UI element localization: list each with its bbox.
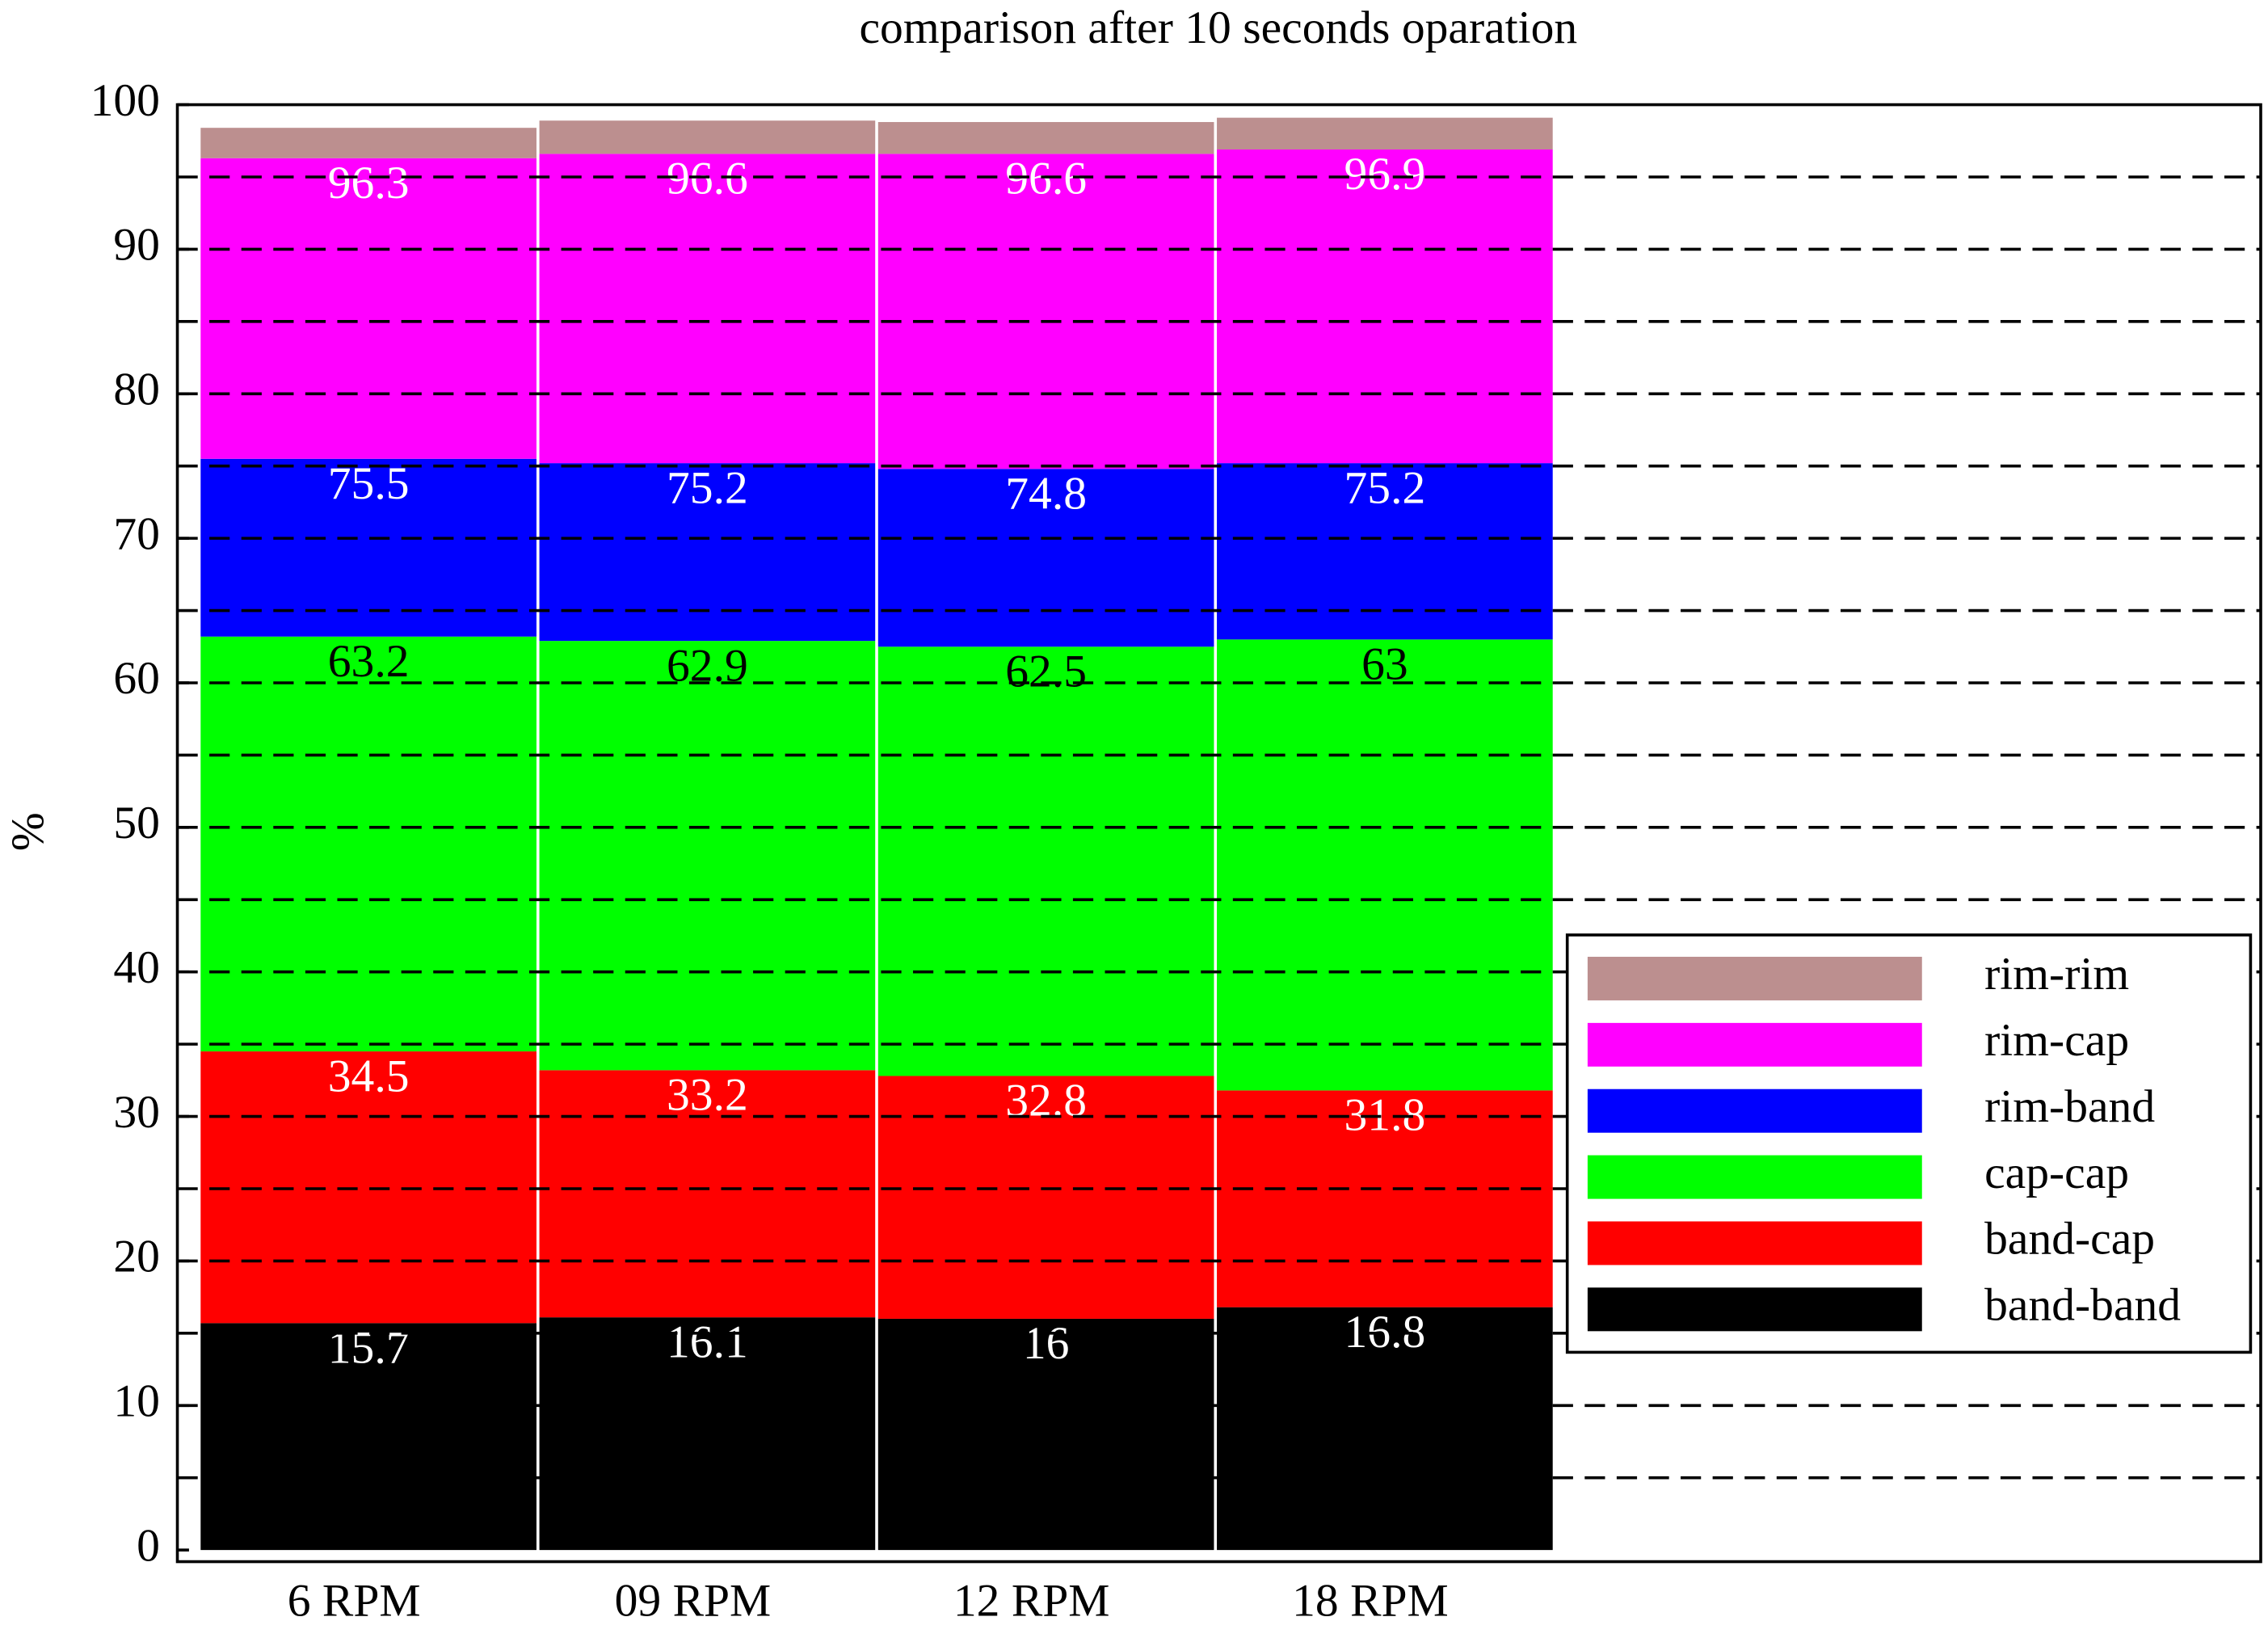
bar-segment bbox=[200, 1323, 536, 1551]
legend-label: rim-band bbox=[1984, 1081, 2155, 1132]
y-tick-label: 70 bbox=[113, 508, 160, 559]
data-label: 33.2 bbox=[667, 1070, 748, 1121]
data-label: 74.8 bbox=[1005, 468, 1087, 519]
data-label: 63.2 bbox=[328, 636, 410, 687]
bar-segment bbox=[877, 122, 1214, 154]
bar-segment bbox=[877, 469, 1214, 647]
data-label: 62.5 bbox=[1005, 646, 1087, 697]
bar-segment bbox=[200, 458, 536, 637]
x-tick-label: 18 RPM bbox=[1292, 1576, 1449, 1627]
bar-segment bbox=[1217, 1307, 1553, 1551]
x-tick-label: 12 RPM bbox=[953, 1576, 1110, 1627]
bar-segment bbox=[1217, 117, 1553, 150]
y-tick-label: 80 bbox=[113, 364, 160, 415]
bar-segment bbox=[877, 154, 1214, 470]
legend-swatch bbox=[1587, 1088, 1922, 1133]
plot-frame bbox=[175, 103, 2262, 1564]
y-tick-label: 90 bbox=[113, 220, 160, 271]
bar-segment bbox=[200, 636, 536, 1052]
y-tick-label: 10 bbox=[113, 1375, 160, 1426]
y-tick-label: 100 bbox=[90, 75, 160, 126]
bar-segment bbox=[539, 1070, 876, 1318]
data-label: 31.8 bbox=[1344, 1090, 1426, 1141]
bar-segment bbox=[200, 158, 536, 459]
x-tick-label: 09 RPM bbox=[615, 1576, 772, 1627]
data-label: 16.8 bbox=[1344, 1307, 1426, 1358]
data-label: 34.5 bbox=[328, 1051, 410, 1101]
y-tick-label: 60 bbox=[113, 653, 160, 704]
bar-segment bbox=[877, 646, 1214, 1076]
data-label: 15.7 bbox=[328, 1323, 410, 1374]
legend-swatch bbox=[1587, 1022, 1922, 1067]
bar-segment bbox=[877, 1318, 1214, 1551]
data-label: 63 bbox=[1361, 639, 1408, 690]
bar-segment bbox=[1217, 149, 1553, 464]
legend-label: rim-rim bbox=[1984, 949, 2129, 1000]
data-label: 16 bbox=[1023, 1318, 1070, 1369]
data-label: 96.6 bbox=[1005, 154, 1087, 204]
legend-swatch bbox=[1587, 1155, 1922, 1199]
y-tick-label: 30 bbox=[113, 1087, 160, 1138]
legend-swatch bbox=[1587, 1287, 1922, 1332]
y-axis-label: % bbox=[2, 812, 53, 851]
legend-swatch bbox=[1587, 956, 1922, 1000]
legend-swatch bbox=[1587, 1221, 1922, 1265]
x-tick-label: 6 RPM bbox=[288, 1576, 421, 1627]
bar-segment bbox=[539, 154, 876, 464]
data-label: 16.1 bbox=[667, 1316, 748, 1367]
data-label: 75.2 bbox=[667, 462, 748, 513]
bar-segment bbox=[1217, 1090, 1553, 1307]
data-label: 96.9 bbox=[1344, 149, 1426, 200]
bar-segment bbox=[200, 128, 536, 158]
legend-label: cap-cap bbox=[1984, 1147, 2129, 1198]
data-label: 75.2 bbox=[1344, 462, 1426, 513]
legend-label: band-cap bbox=[1984, 1214, 2155, 1265]
bar-segment bbox=[1217, 639, 1553, 1091]
data-label: 32.8 bbox=[1005, 1076, 1087, 1126]
y-tick-label: 0 bbox=[137, 1520, 160, 1571]
y-tick-label: 20 bbox=[113, 1232, 160, 1282]
data-label: 96.3 bbox=[328, 158, 410, 208]
chart-title: comparison after 10 seconds oparation bbox=[859, 2, 1577, 53]
legend-label: rim-cap bbox=[1984, 1015, 2129, 1066]
data-label: 96.6 bbox=[667, 154, 748, 204]
y-tick-label: 50 bbox=[113, 798, 160, 848]
bar-segment bbox=[539, 641, 876, 1071]
bar-segment bbox=[539, 1317, 876, 1551]
bar-segment bbox=[539, 120, 876, 154]
legend-label: band-band bbox=[1984, 1280, 2181, 1331]
legend-box bbox=[1565, 933, 2253, 1354]
y-tick-label: 40 bbox=[113, 942, 160, 993]
